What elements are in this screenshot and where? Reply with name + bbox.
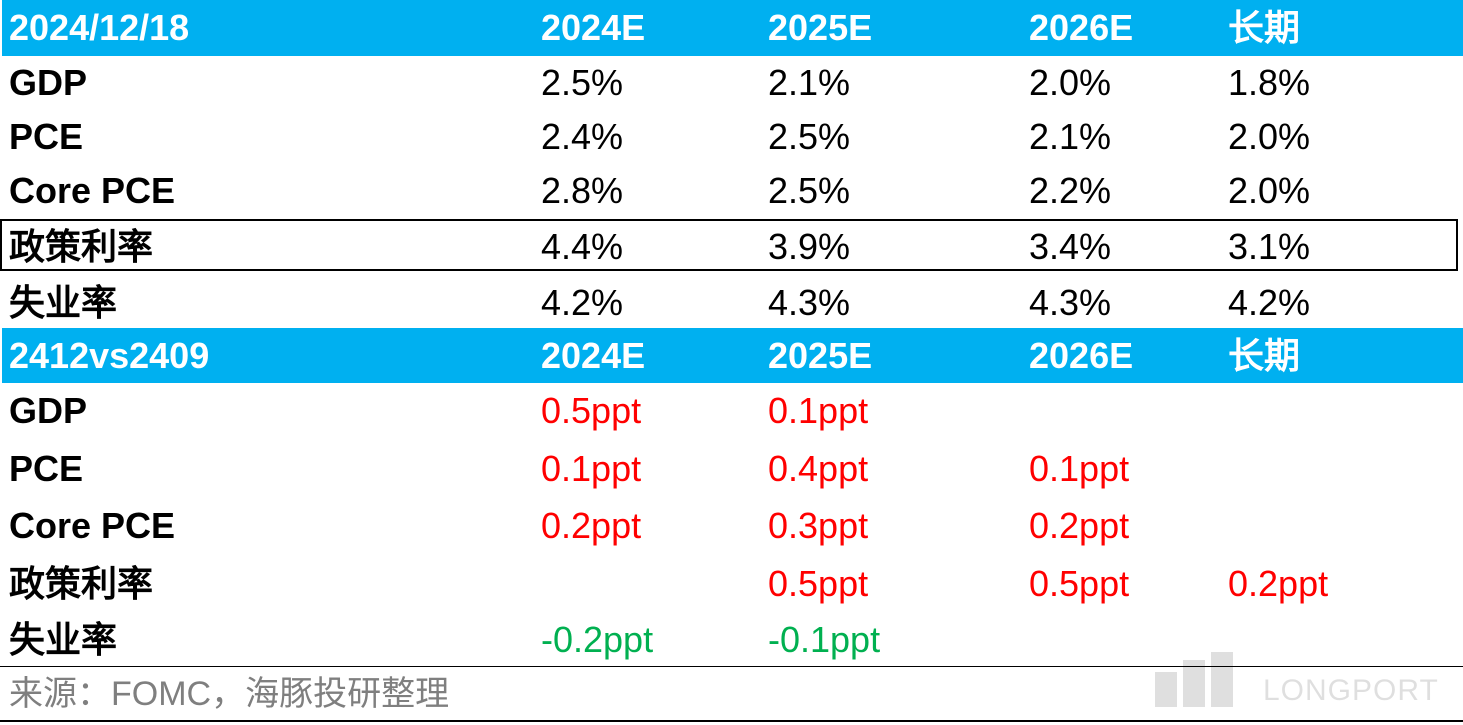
table2-header-compare: 2412vs2409 [9, 335, 210, 376]
bottom-divider [0, 720, 1463, 722]
table2-header-2025e: 2025E [768, 335, 873, 376]
cell-change: 0.1ppt [768, 390, 869, 431]
table1-header-longrun: 长期 [1228, 7, 1301, 48]
cell-change: -0.2ppt [541, 619, 654, 660]
policy-rate-highlight-box [0, 219, 1458, 271]
cell-value: 4.3% [768, 282, 851, 323]
row-label: PCE [9, 448, 84, 489]
longport-logo-icon [1155, 652, 1235, 707]
cell-value: 2.4% [541, 116, 624, 157]
cell-change: 0.1ppt [541, 448, 642, 489]
source-note: 来源：FOMC，海豚投研整理 [9, 675, 450, 713]
cell-value: 2.5% [768, 116, 851, 157]
table1-header-2024e: 2024E [541, 7, 646, 48]
table1-header-2025e: 2025E [768, 7, 873, 48]
cell-value: 4.2% [541, 282, 624, 323]
table2-header-band [2, 328, 1463, 383]
cell-value: 2.5% [768, 170, 851, 211]
cell-value: 3.1% [1228, 226, 1311, 267]
cell-value: 3.4% [1029, 226, 1112, 267]
cell-value: 4.2% [1228, 282, 1311, 323]
cell-value: 2.0% [1228, 116, 1311, 157]
row-label: 政策利率 [9, 226, 154, 267]
cell-value: 2.0% [1228, 170, 1311, 211]
row-label: GDP [9, 62, 88, 103]
table2-header-2026e: 2026E [1029, 335, 1134, 376]
row-label: GDP [9, 390, 88, 431]
cell-change: 0.2ppt [1029, 505, 1130, 546]
row-label: 政策利率 [9, 563, 154, 604]
cell-value: 2.2% [1029, 170, 1112, 211]
table2-header-longrun: 长期 [1228, 335, 1301, 376]
cell-change: 0.1ppt [1029, 448, 1130, 489]
cell-value: 2.8% [541, 170, 624, 211]
cell-value: 3.9% [768, 226, 851, 267]
watermark-text: LONGPORT [1263, 674, 1439, 707]
row-label: PCE [9, 116, 84, 157]
table1-header-2026e: 2026E [1029, 7, 1134, 48]
cell-change: 0.5ppt [768, 563, 869, 604]
row-label: Core PCE [9, 505, 176, 546]
cell-change: 0.2ppt [541, 505, 642, 546]
table2-header-2024e: 2024E [541, 335, 646, 376]
cell-change: 0.4ppt [768, 448, 869, 489]
row-label: Core PCE [9, 170, 176, 211]
table1-header-band [2, 0, 1463, 56]
cell-change: -0.1ppt [768, 619, 881, 660]
cell-value: 2.0% [1029, 62, 1112, 103]
cell-value: 2.1% [768, 62, 851, 103]
cell-value: 1.8% [1228, 62, 1311, 103]
cell-value: 2.5% [541, 62, 624, 103]
row-label: 失业率 [9, 619, 118, 660]
longport-watermark: LONGPORT [1155, 652, 1455, 712]
cell-change: 0.2ppt [1228, 563, 1329, 604]
row-label: 失业率 [9, 282, 118, 323]
cell-value: 2.1% [1029, 116, 1112, 157]
source-top-divider [0, 666, 1463, 667]
cell-value: 4.4% [541, 226, 624, 267]
cell-change: 0.3ppt [768, 505, 869, 546]
table1-header-date: 2024/12/18 [9, 7, 190, 48]
cell-change: 0.5ppt [541, 390, 642, 431]
cell-value: 4.3% [1029, 282, 1112, 323]
cell-change: 0.5ppt [1029, 563, 1130, 604]
